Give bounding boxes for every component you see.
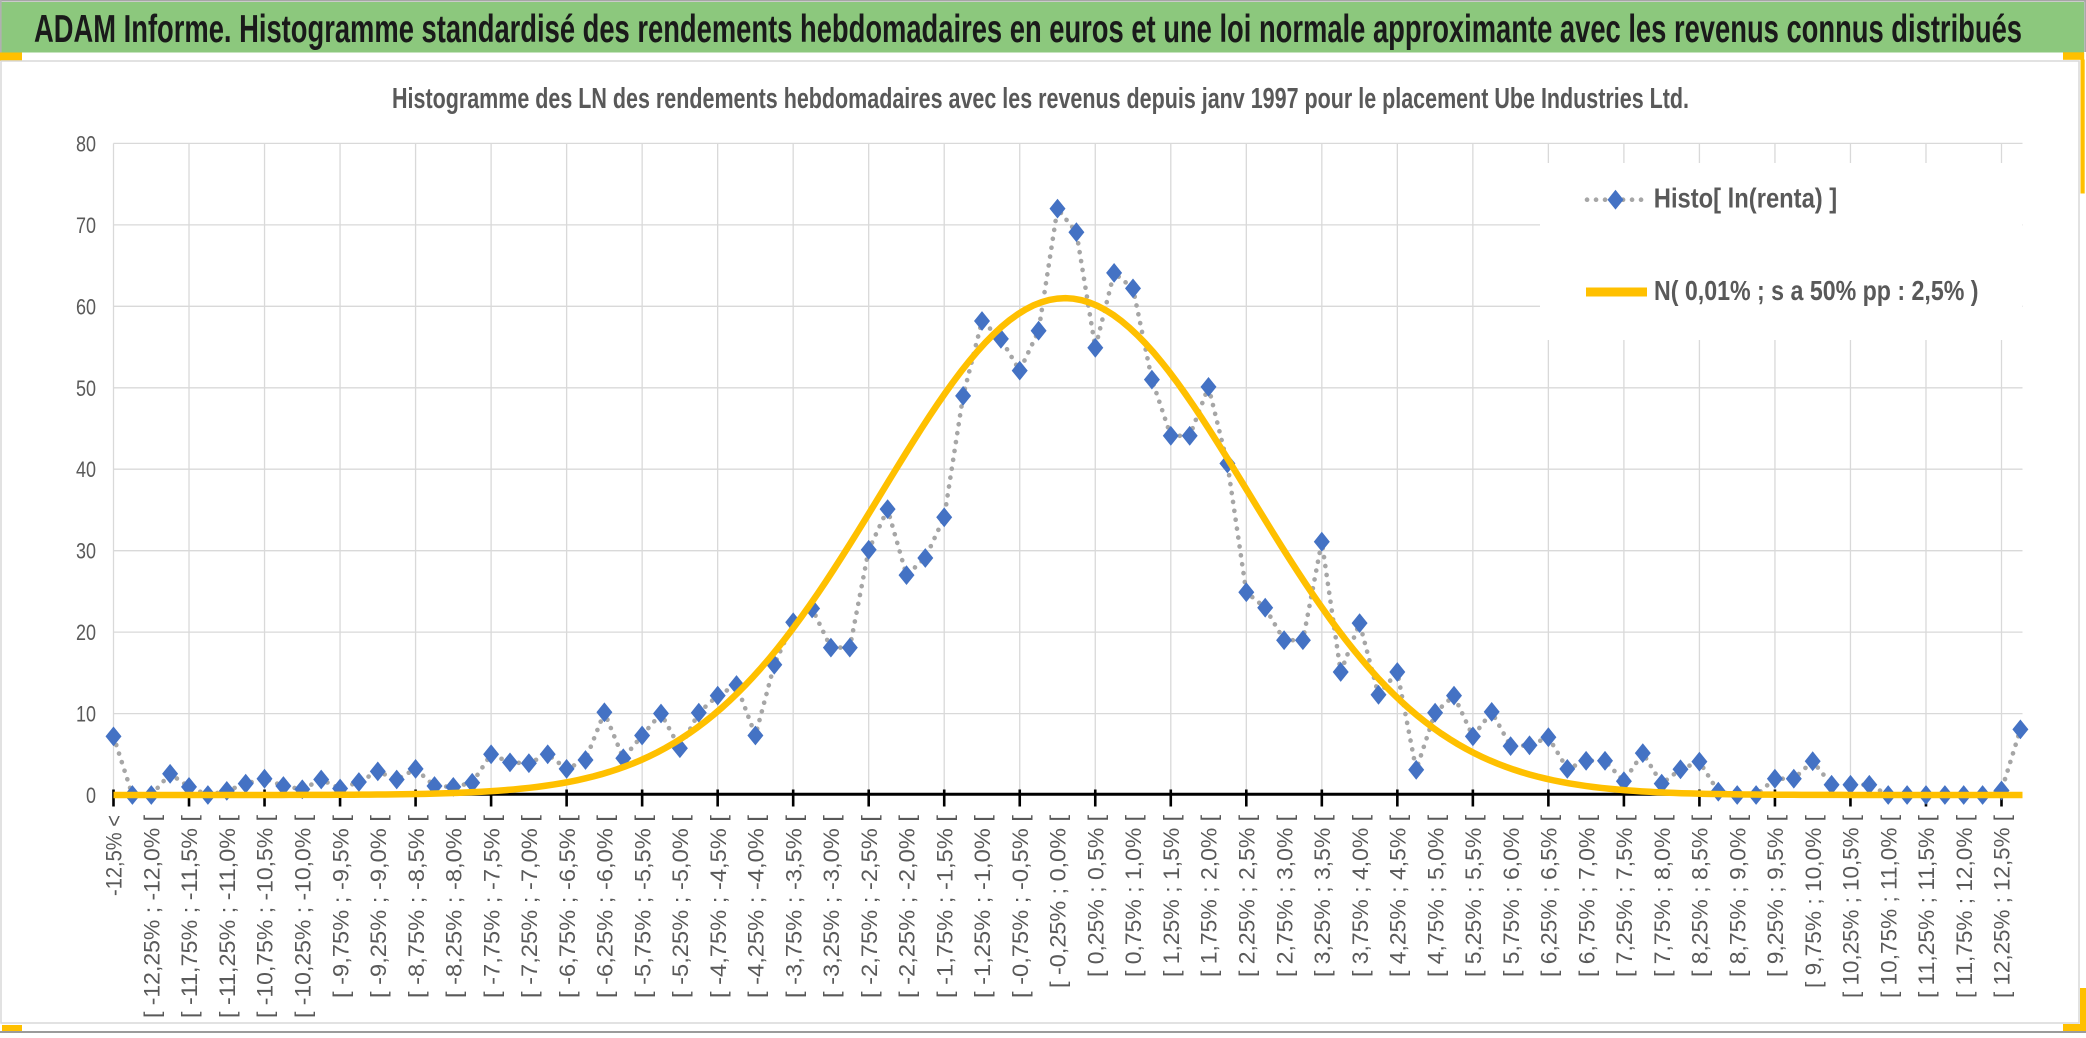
svg-text:[ 6,75% ; 7,0% [: [ 6,75% ; 7,0% [ <box>1574 814 1599 977</box>
svg-text:-12,5% <: -12,5% < <box>102 815 127 896</box>
svg-text:[ -0,75% ; -0,5% [: [ -0,75% ; -0,5% [ <box>1008 814 1033 998</box>
svg-text:[ -5,25% ; -5,0% [: [ -5,25% ; -5,0% [ <box>668 814 693 998</box>
svg-text:N( 0,01% ; s a 50% pp : 2,5% ): N( 0,01% ; s a 50% pp : 2,5% ) <box>1654 275 1979 306</box>
svg-text:[ 8,25% ; 8,5% [: [ 8,25% ; 8,5% [ <box>1688 814 1713 977</box>
svg-text:[ -9,75% ; -9,5% [: [ -9,75% ; -9,5% [ <box>328 814 353 998</box>
svg-text:[ -7,25% ; -7,0% [: [ -7,25% ; -7,0% [ <box>517 814 542 998</box>
svg-text:[ -3,75% ; -3,5% [: [ -3,75% ; -3,5% [ <box>781 814 806 998</box>
svg-text:[ -10,25% ; -10,0% [: [ -10,25% ; -10,0% [ <box>291 814 316 1018</box>
svg-text:[ -4,75% ; -4,5% [: [ -4,75% ; -4,5% [ <box>706 814 731 998</box>
svg-text:[ -0,25% ; 0,0% [: [ -0,25% ; 0,0% [ <box>1046 814 1071 988</box>
svg-text:[ -8,75% ; -8,5% [: [ -8,75% ; -8,5% [ <box>404 814 429 998</box>
svg-text:[ 1,25% ; 1,5% [: [ 1,25% ; 1,5% [ <box>1159 814 1184 977</box>
svg-text:[ -11,25% ; -11,0% [: [ -11,25% ; -11,0% [ <box>215 814 240 1018</box>
svg-text:[ 10,25% ; 10,5% [: [ 10,25% ; 10,5% [ <box>1839 814 1864 998</box>
svg-text:[ 11,25% ; 11,5% [: [ 11,25% ; 11,5% [ <box>1914 814 1939 998</box>
svg-text:[ -2,25% ; -2,0% [: [ -2,25% ; -2,0% [ <box>895 814 920 998</box>
svg-text:[ 5,75% ; 6,0% [: [ 5,75% ; 6,0% [ <box>1499 814 1524 977</box>
svg-text:[ 9,25% ; 9,5% [: [ 9,25% ; 9,5% [ <box>1763 814 1788 977</box>
svg-text:[ 10,75% ; 11,0% [: [ 10,75% ; 11,0% [ <box>1876 814 1901 998</box>
svg-text:[ 0,75% ; 1,0% [: [ 0,75% ; 1,0% [ <box>1121 814 1146 977</box>
svg-text:80: 80 <box>76 131 96 156</box>
svg-text:[ 6,25% ; 6,5% [: [ 6,25% ; 6,5% [ <box>1537 814 1562 977</box>
svg-text:[ -10,75% ; -10,5% [: [ -10,75% ; -10,5% [ <box>253 814 278 1018</box>
svg-text:[ -7,75% ; -7,5% [: [ -7,75% ; -7,5% [ <box>479 814 504 998</box>
svg-text:[ 4,75% ; 5,0% [: [ 4,75% ; 5,0% [ <box>1423 814 1448 977</box>
svg-text:[ -11,75% ; -11,5% [: [ -11,75% ; -11,5% [ <box>177 814 202 1018</box>
svg-text:[ 2,75% ; 3,0% [: [ 2,75% ; 3,0% [ <box>1272 814 1297 977</box>
svg-text:[ 5,25% ; 5,5% [: [ 5,25% ; 5,5% [ <box>1461 814 1486 977</box>
svg-text:[ -6,25% ; -6,0% [: [ -6,25% ; -6,0% [ <box>593 814 618 998</box>
svg-text:[ -5,75% ; -5,5% [: [ -5,75% ; -5,5% [ <box>630 814 655 998</box>
svg-text:[ 1,75% ; 2,0% [: [ 1,75% ; 2,0% [ <box>1197 814 1222 977</box>
svg-text:[ -9,25% ; -9,0% [: [ -9,25% ; -9,0% [ <box>366 814 391 998</box>
svg-text:[ 7,25% ; 7,5% [: [ 7,25% ; 7,5% [ <box>1612 814 1637 977</box>
svg-text:[ 9,75% ; 10,0% [: [ 9,75% ; 10,0% [ <box>1801 814 1826 988</box>
svg-text:10: 10 <box>76 702 96 727</box>
svg-text:[ 3,75% ; 4,0% [: [ 3,75% ; 4,0% [ <box>1348 814 1373 977</box>
svg-text:[ -2,75% ; -2,5% [: [ -2,75% ; -2,5% [ <box>857 814 882 998</box>
svg-text:[ 8,75% ; 9,0% [: [ 8,75% ; 9,0% [ <box>1725 814 1750 977</box>
svg-text:[ -12,25% ; -12,0% [: [ -12,25% ; -12,0% [ <box>139 814 164 1018</box>
svg-text:0: 0 <box>86 783 96 808</box>
svg-text:[ 12,25% ; 12,5% [: [ 12,25% ; 12,5% [ <box>1990 814 2015 998</box>
svg-text:[ 11,75% ; 12,0% [: [ 11,75% ; 12,0% [ <box>1952 814 1977 998</box>
svg-text:20: 20 <box>76 620 96 645</box>
svg-text:ADAM Informe. Histogramme stan: ADAM Informe. Histogramme standardisé de… <box>34 8 2022 51</box>
svg-text:50: 50 <box>76 376 96 401</box>
svg-text:Histo[ ln(renta) ]: Histo[ ln(renta) ] <box>1654 182 1837 213</box>
svg-text:[ 3,25% ; 3,5% [: [ 3,25% ; 3,5% [ <box>1310 814 1335 977</box>
svg-text:[ 0,25% ; 0,5% [: [ 0,25% ; 0,5% [ <box>1083 814 1108 977</box>
svg-text:[ -3,25% ; -3,0% [: [ -3,25% ; -3,0% [ <box>819 814 844 998</box>
svg-text:Histogramme des LN des rendeme: Histogramme des LN des rendements hebdom… <box>392 83 1689 115</box>
svg-text:60: 60 <box>76 294 96 319</box>
svg-text:[ -1,25% ; -1,0% [: [ -1,25% ; -1,0% [ <box>970 814 995 998</box>
svg-text:40: 40 <box>76 457 96 482</box>
svg-text:[ -8,25% ; -8,0% [: [ -8,25% ; -8,0% [ <box>442 814 467 998</box>
svg-text:30: 30 <box>76 539 96 564</box>
svg-text:[ 7,75% ; 8,0% [: [ 7,75% ; 8,0% [ <box>1650 814 1675 977</box>
svg-text:[ 2,25% ; 2,5% [: [ 2,25% ; 2,5% [ <box>1235 814 1260 977</box>
svg-text:70: 70 <box>76 213 96 238</box>
svg-text:[ -4,25% ; -4,0% [: [ -4,25% ; -4,0% [ <box>744 814 769 998</box>
svg-text:[ -1,75% ; -1,5% [: [ -1,75% ; -1,5% [ <box>932 814 957 998</box>
svg-text:[ 4,25% ; 4,5% [: [ 4,25% ; 4,5% [ <box>1386 814 1411 977</box>
svg-text:[ -6,75% ; -6,5% [: [ -6,75% ; -6,5% [ <box>555 814 580 998</box>
